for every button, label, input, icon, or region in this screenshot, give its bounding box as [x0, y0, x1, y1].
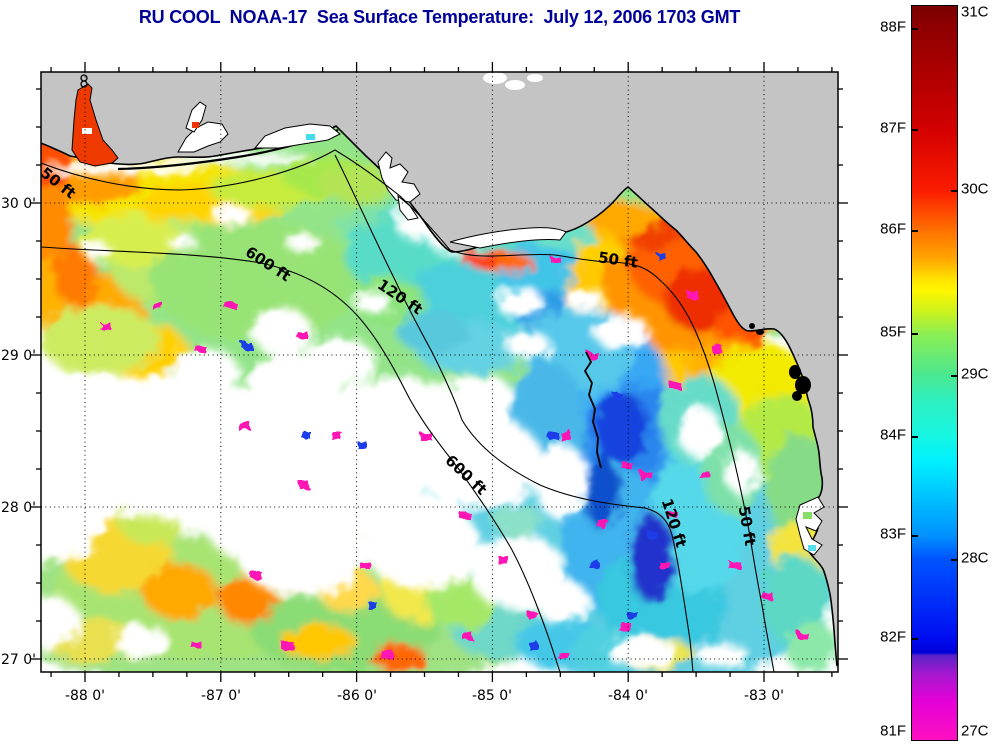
x-tick-label: -86 0'	[337, 688, 377, 704]
colorbar-f-label: 88F	[880, 18, 906, 36]
mobile-bay-cloud	[82, 128, 92, 134]
x-tick-label: -84 0'	[608, 688, 648, 704]
y-tick-label: 28 0'	[1, 500, 36, 516]
y-tick-label: 30 0'	[1, 196, 36, 212]
x-tick-label: -83 0'	[744, 688, 784, 704]
temperature-colorbar	[911, 5, 958, 741]
colorbar-tick	[951, 559, 957, 561]
colorbar-tick	[951, 190, 957, 192]
marsh-islands	[749, 323, 811, 401]
x-tick-label: -88 0'	[65, 688, 105, 704]
colorbar-tick	[912, 129, 918, 131]
contour-600ft	[41, 246, 561, 672]
river-mark	[80, 80, 88, 88]
cloud-mask	[41, 152, 760, 668]
colorbar-f-label: 86F	[880, 220, 906, 238]
colorbar-f-label: 81F	[880, 722, 906, 740]
x-axis-labels: -88 0' -87 0' -86 0' -85 0' -84 0' -83 0…	[65, 688, 784, 704]
pensacola-bay	[177, 121, 229, 153]
contour-120ft	[334, 154, 694, 672]
contour-50ft-west	[41, 149, 775, 672]
colorbar-f-label: 85F	[880, 323, 906, 341]
cloud-over-land	[483, 72, 543, 90]
bay-hot-pixel	[192, 122, 199, 128]
choctawhatchee-bay	[253, 123, 341, 149]
escambia-bay	[185, 101, 207, 133]
colorbar-c-label: 27C	[961, 722, 989, 740]
colorbar-f-label: 84F	[880, 426, 906, 444]
bay-pixel	[803, 512, 812, 519]
colorbar-c-label: 30C	[961, 180, 989, 198]
colorbar-c-label: 31C	[961, 3, 989, 21]
apalachicola-lagoon	[449, 227, 567, 249]
mobile-bay	[71, 83, 119, 167]
st-andrew-bay	[377, 151, 421, 203]
bay-cool-pixel	[306, 134, 315, 140]
tampa-bay	[795, 496, 825, 556]
colorbar-tick	[912, 28, 918, 30]
river-squiggle	[583, 351, 602, 469]
colorbar-f-label: 87F	[880, 119, 906, 137]
colorbar-tick	[951, 375, 957, 377]
colorbar-tick	[912, 333, 918, 335]
graticule-gridlines	[41, 72, 838, 672]
colorbar-tick	[912, 638, 918, 640]
land	[41, 72, 838, 672]
colorbar-tick	[912, 535, 918, 537]
axis-ticks	[31, 62, 848, 682]
bay-pixel	[808, 545, 816, 551]
colorbar-c-label: 29C	[961, 365, 989, 383]
colorbar-f-label: 82F	[880, 628, 906, 646]
colorbar-tick	[912, 230, 918, 232]
x-tick-label: -85 0'	[472, 688, 512, 704]
colorbar-f-label: 83F	[880, 525, 906, 543]
plot-title: RU COOL NOAA-17 Sea Surface Temperature:…	[138, 7, 741, 27]
colorbar-tick	[912, 436, 918, 438]
x-tick-label: -87 0'	[201, 688, 241, 704]
y-axis-labels: 30 0' 29 0' 28 0' 27 0'	[1, 196, 36, 668]
plot-frame	[40, 71, 839, 673]
colorbar-c-label: 28C	[961, 549, 989, 567]
land-fill	[41, 72, 838, 672]
y-tick-label: 27 0'	[1, 652, 36, 668]
y-tick-label: 29 0'	[1, 348, 36, 364]
